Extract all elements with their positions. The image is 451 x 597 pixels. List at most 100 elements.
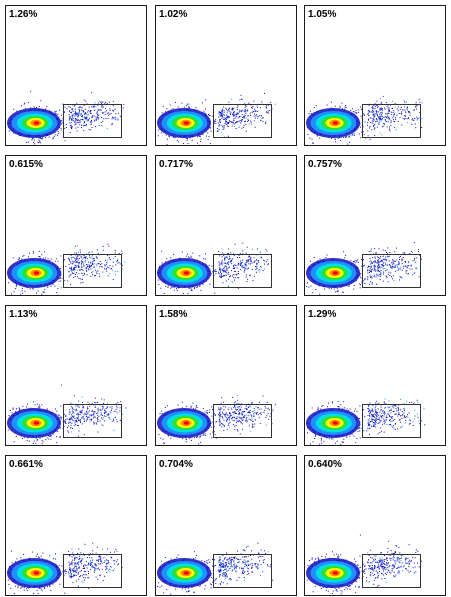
event-dot: [376, 104, 377, 106]
event-dot: [309, 110, 311, 112]
event-dot: [319, 137, 321, 139]
event-dot: [166, 108, 168, 110]
event-dot: [379, 113, 381, 115]
event-dot: [214, 271, 216, 273]
event-dot: [403, 252, 405, 254]
event-dot: [40, 100, 42, 102]
event-dot: [52, 283, 54, 285]
event-dot: [117, 119, 119, 121]
event-dot: [379, 276, 381, 277]
event-dot: [381, 126, 383, 128]
event-dot: [260, 115, 262, 117]
event-dot: [408, 111, 410, 113]
event-dot: [355, 110, 357, 112]
event-dot: [33, 288, 35, 290]
event-dot: [79, 269, 81, 271]
event-dot: [262, 121, 264, 122]
event-dot: [58, 280, 60, 282]
event-dot: [374, 270, 376, 272]
event-dot: [90, 268, 92, 270]
event-dot: [26, 142, 28, 144]
event-dot: [404, 102, 406, 104]
event-dot: [101, 106, 103, 108]
event-dot: [414, 258, 415, 259]
event-dot: [264, 260, 266, 262]
event-dot: [69, 267, 71, 269]
event-dot: [77, 261, 78, 263]
event-dot: [380, 103, 382, 105]
event-dot: [57, 288, 59, 290]
event-dot: [381, 267, 383, 268]
event-dot: [225, 274, 227, 276]
event-dot: [85, 269, 87, 271]
event-dot: [374, 257, 376, 259]
event-dot: [226, 111, 228, 113]
event-dot: [105, 268, 107, 270]
event-dot: [390, 265, 392, 267]
event-dot: [188, 106, 190, 108]
event-dot: [365, 137, 367, 139]
event-dot: [106, 102, 108, 104]
event-dot: [222, 128, 224, 130]
event-dot: [192, 252, 194, 254]
event-dot: [113, 117, 115, 119]
event-dot: [256, 262, 258, 264]
event-dot: [363, 259, 364, 261]
event-dot: [112, 109, 114, 111]
event-dot: [373, 275, 375, 277]
event-dot: [364, 283, 366, 284]
event-dot: [247, 259, 249, 261]
event-dot: [225, 262, 227, 264]
event-dot: [367, 266, 369, 267]
event-dot: [376, 270, 378, 272]
event-dot: [220, 273, 222, 275]
event-dot: [91, 255, 93, 257]
event-dot: [104, 114, 106, 116]
event-dot: [22, 292, 24, 294]
event-dot: [235, 265, 237, 266]
event-dot: [73, 113, 75, 115]
event-dot: [78, 251, 79, 253]
event-dot: [226, 123, 228, 125]
event-dot: [372, 265, 374, 267]
event-dot: [232, 109, 234, 111]
event-dot: [306, 286, 308, 287]
event-dot: [79, 261, 81, 263]
event-dot: [233, 126, 235, 127]
event-dot: [385, 256, 387, 258]
event-dot: [244, 264, 246, 266]
event-dot: [353, 285, 355, 286]
event-dot: [72, 108, 74, 110]
event-dot: [226, 257, 228, 259]
event-dot: [239, 264, 241, 266]
event-dot: [75, 266, 77, 268]
event-dot: [367, 276, 369, 278]
event-dot: [21, 290, 23, 292]
event-dot: [115, 113, 117, 114]
event-dot: [84, 108, 86, 110]
event-dot: [86, 115, 88, 117]
event-dot: [79, 111, 81, 113]
event-dot: [265, 106, 267, 108]
event-dot: [382, 123, 384, 125]
event-dot: [389, 274, 391, 276]
event-dot: [233, 265, 234, 267]
event-dot: [243, 126, 245, 128]
event-dot: [361, 258, 362, 260]
event-dot: [377, 260, 379, 262]
event-dot: [223, 266, 225, 268]
event-dot: [13, 441, 15, 443]
event-dot: [86, 258, 88, 260]
event-dot: [225, 121, 227, 123]
event-dot: [102, 249, 104, 251]
event-dot: [219, 120, 221, 122]
event-dot: [59, 437, 61, 438]
event-dot: [220, 268, 222, 270]
event-dot: [260, 119, 262, 121]
event-dot: [374, 124, 376, 126]
event-dot: [100, 101, 102, 103]
event-dot: [197, 286, 198, 288]
event-dot: [406, 121, 408, 123]
event-dot: [374, 260, 376, 262]
event-dot: [404, 253, 406, 255]
